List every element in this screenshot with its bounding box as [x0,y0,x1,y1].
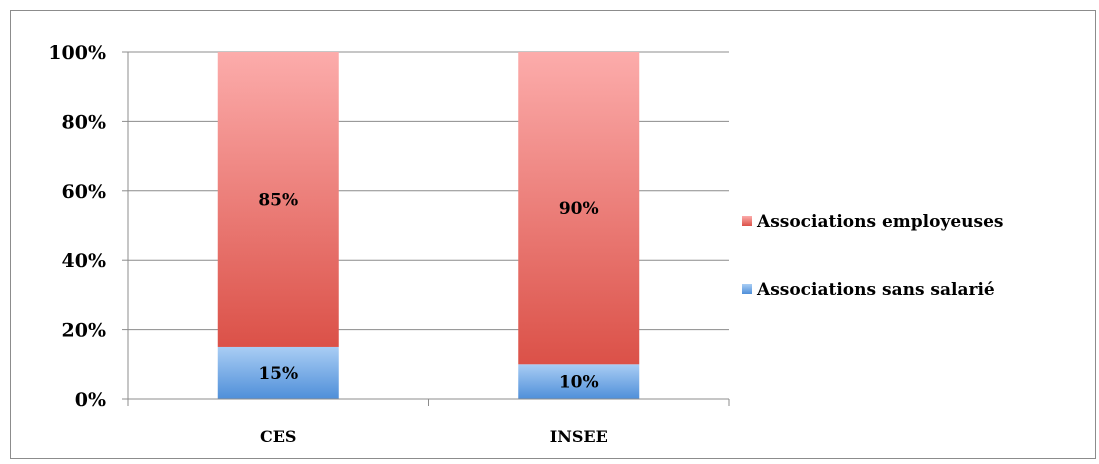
y-tick-label: 100% [48,42,106,64]
legend: Associations employeuses Associations san… [742,212,1004,300]
data-label: 90% [559,199,599,219]
legend-label: Associations employeuses [756,212,1004,232]
y-tick-label: 40% [62,250,107,272]
y-tick-label: 60% [62,181,107,203]
category-label: INSEE [550,427,608,446]
bars [217,52,640,399]
legend-swatch [742,284,752,294]
data-label: 85% [258,190,298,210]
bar-insee-associations-sans-salarie [518,364,640,399]
data-label: 10% [559,373,599,393]
y-tick-label: 80% [62,111,107,133]
data-label: 15% [258,364,298,384]
legend-swatch [742,216,752,226]
legend-label: Associations sans salarié [756,280,995,300]
category-label: CES [260,427,296,446]
labels: 0% 20% 40% 60% 80% 100% 15% 85% CES 10% 90% INSEE [48,42,608,446]
bar-ces-associations-sans-salarie [217,346,339,399]
y-tick-label: 20% [62,320,107,342]
bar-insee-associations-employeuses [518,52,640,365]
y-tick-label: 0% [75,389,106,411]
axes [122,51,730,406]
bar-ces-associations-employeuses [217,52,339,347]
